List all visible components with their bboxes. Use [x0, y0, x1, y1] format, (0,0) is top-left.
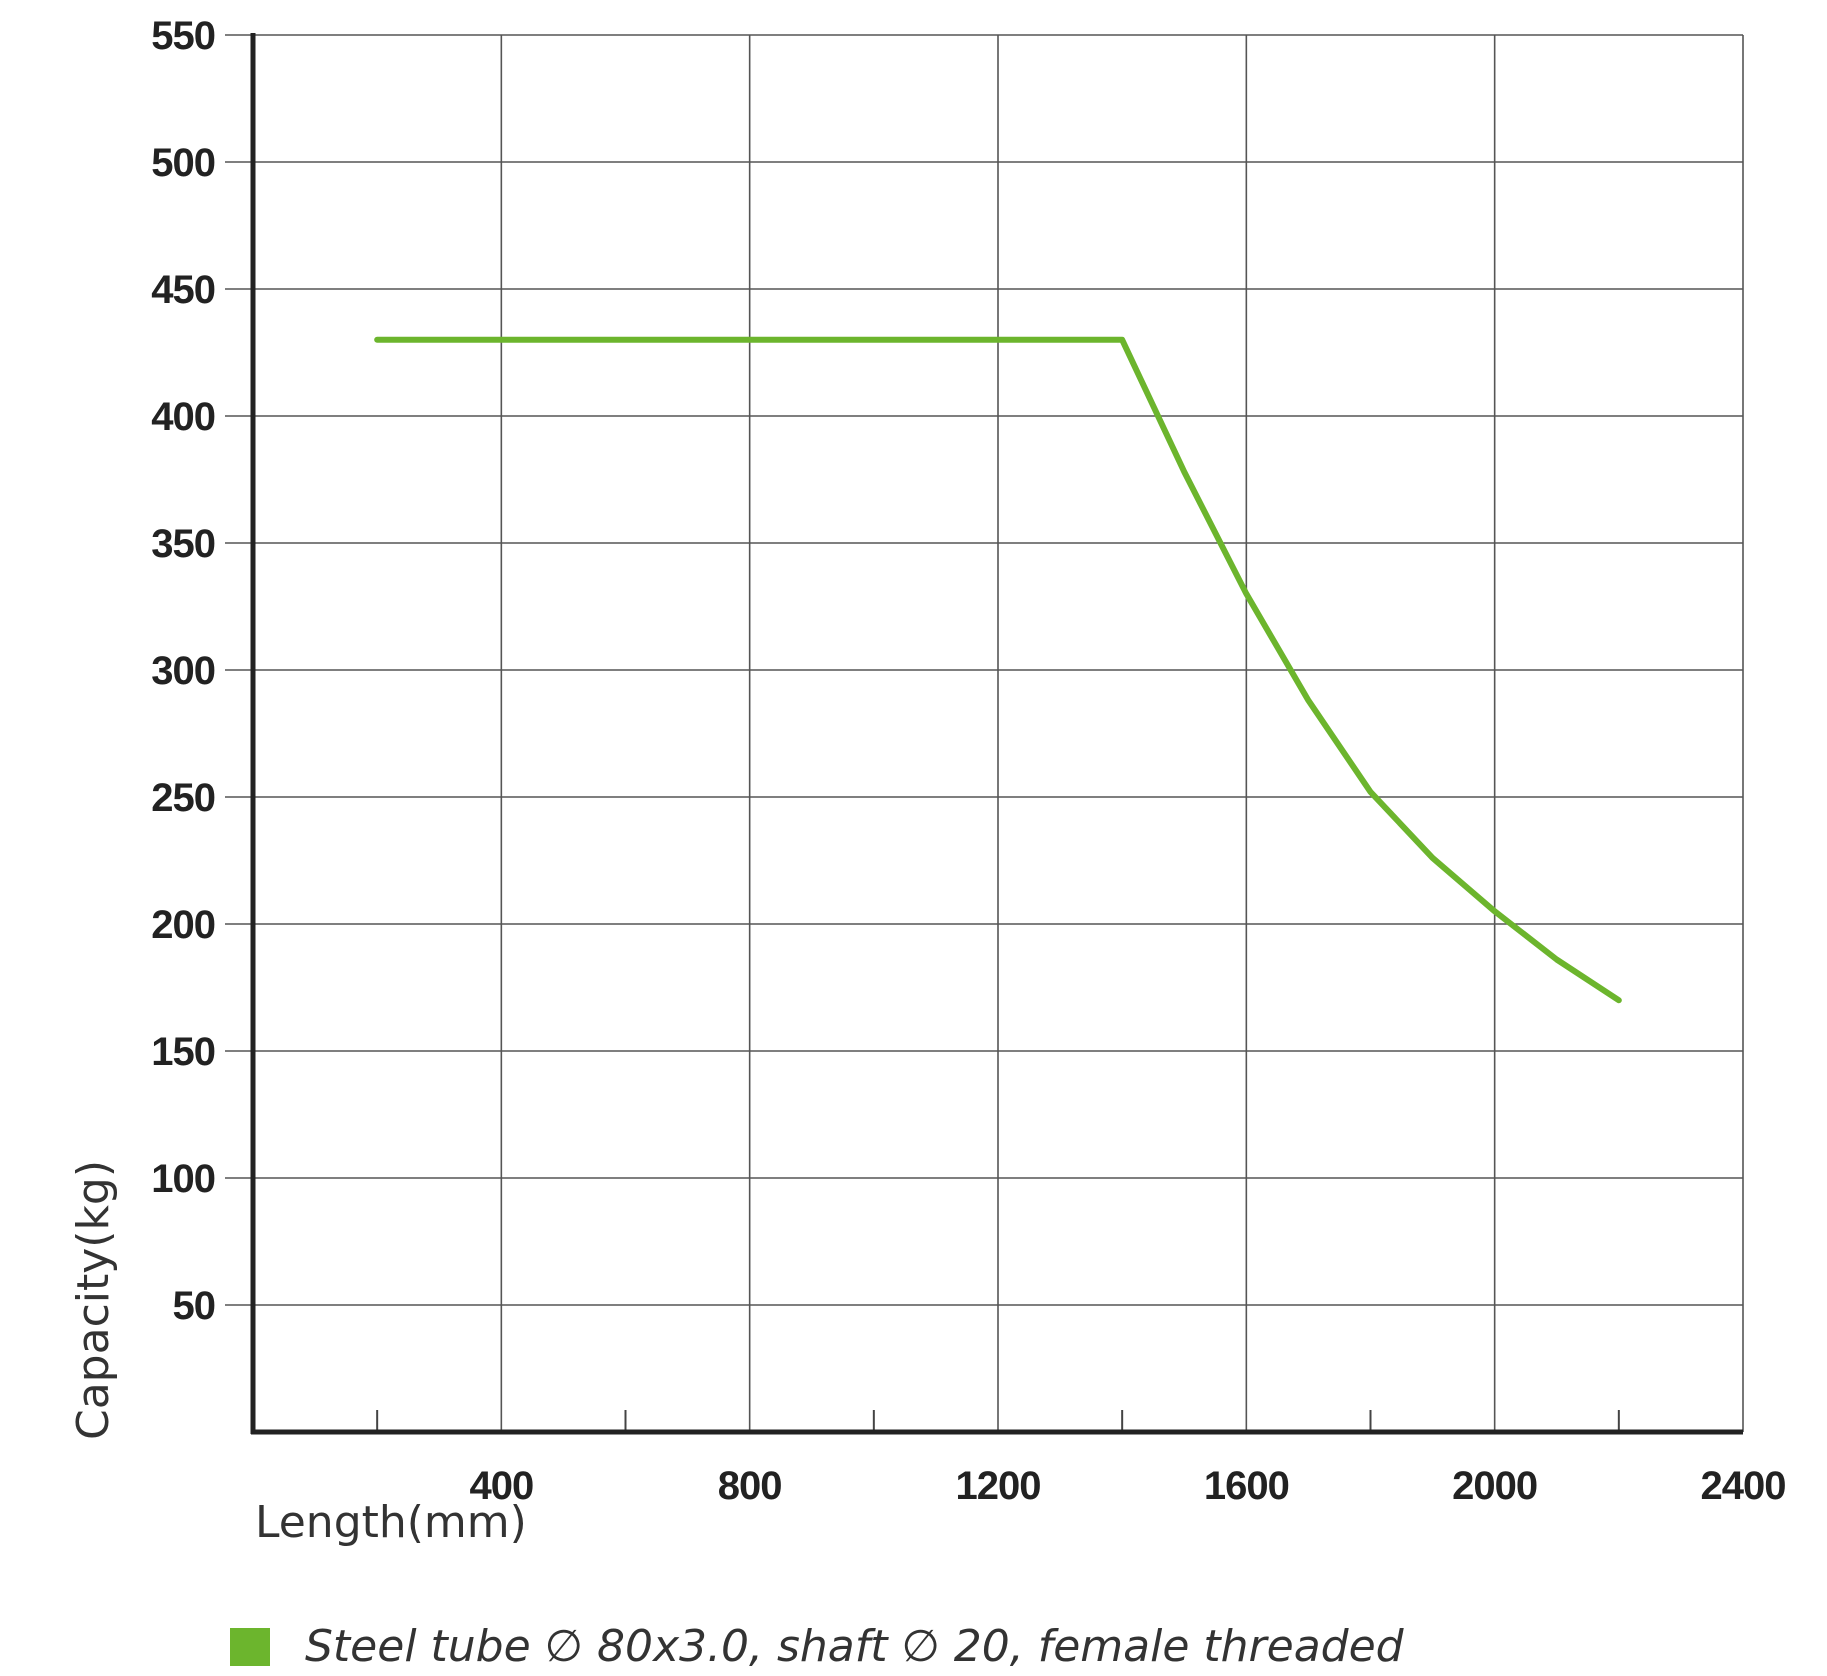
y-tick-label-3: 200: [151, 903, 215, 947]
legend-swatch-0: [230, 1628, 270, 1666]
x-axis-title: Length(mm): [255, 1497, 527, 1548]
x-tick-label-4: 2000: [1452, 1464, 1537, 1508]
legend-label-0: Steel tube ∅ 80x3.0, shaft ∅ 20, female …: [305, 1621, 1405, 1672]
series-lines: [374, 336, 1622, 1004]
y-axis-title: Capacity(kg): [68, 1160, 119, 1440]
x-tick-label-1: 800: [718, 1464, 782, 1508]
y-tick-label-0: 50: [173, 1284, 216, 1328]
tick-labels: 50 100 150 200 250 300 350 400 450 500 550 400 800 12…: [151, 14, 1786, 1508]
y-tick-label-9: 500: [151, 141, 215, 185]
series-line-0: [374, 336, 1622, 1004]
x-tick-label-3: 1600: [1204, 1464, 1289, 1508]
axes: [250, 33, 1743, 1435]
y-tick-label-1: 100: [151, 1157, 215, 1201]
y-tick-label-6: 350: [151, 522, 215, 566]
x-tick-label-2: 1200: [956, 1464, 1041, 1508]
y-tick-label-5: 300: [151, 649, 215, 693]
x-tick-label-0: 400: [469, 1464, 533, 1508]
y-tick-label-8: 450: [151, 268, 215, 312]
y-tick-label-4: 250: [151, 776, 215, 820]
x-tick-label-5: 2400: [1701, 1464, 1786, 1508]
y-tick-label-7: 400: [151, 395, 215, 439]
grid-lines: [225, 34, 1744, 1432]
legend: Steel tube ∅ 80x3.0, shaft ∅ 20, female …: [230, 1621, 1405, 1672]
y-tick-label-2: 150: [151, 1030, 215, 1074]
y-tick-label-10: 550: [151, 14, 215, 58]
